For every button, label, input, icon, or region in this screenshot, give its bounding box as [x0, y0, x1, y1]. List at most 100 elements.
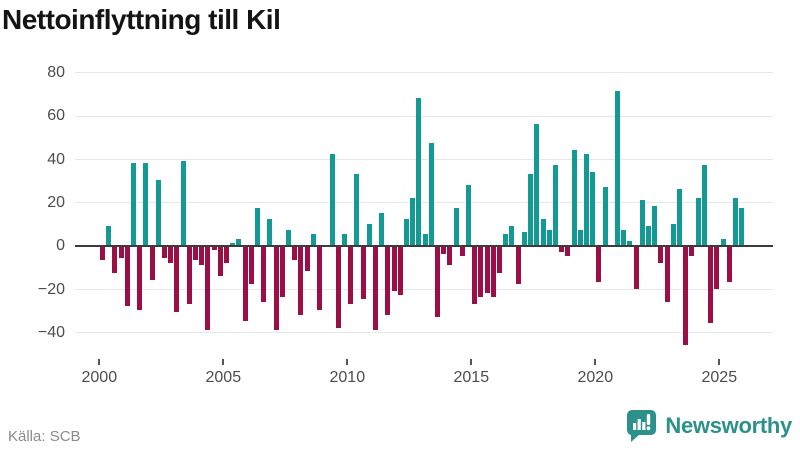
y-axis-label-20: 20 — [47, 193, 65, 211]
bar-2007-Q2 — [279, 247, 285, 298]
bar-2004-Q1 — [199, 247, 205, 265]
bar-2013-Q2 — [428, 143, 434, 246]
y-axis-label-60: 60 — [47, 107, 65, 125]
bar-2011-Q1 — [372, 247, 378, 330]
bar-2020-Q2 — [602, 186, 608, 246]
bar-2025-Q1 — [720, 238, 726, 246]
bar-2017-Q3 — [534, 123, 540, 246]
bar-2001-Q2 — [130, 162, 136, 246]
bar-2001-Q3 — [137, 247, 143, 311]
bar-2014-Q4 — [466, 184, 472, 246]
bar-2001-Q4 — [143, 162, 149, 246]
newsworthy-bubble-icon — [627, 410, 657, 442]
gridline-y-40 — [75, 159, 773, 161]
chart-title: Nettoinflyttning till Kil — [2, 4, 281, 35]
y-axis-label-0: 0 — [56, 237, 65, 255]
bar-2023-Q1 — [670, 223, 676, 246]
bar-2021-Q3 — [633, 247, 639, 289]
bar-2018-Q4 — [565, 247, 571, 257]
bar-2003-Q4 — [192, 247, 198, 261]
bar-2015-Q3 — [484, 247, 490, 293]
x-axis-label-2020: 2020 — [577, 369, 614, 386]
bar-2003-Q2 — [180, 160, 186, 246]
bar-2022-Q3 — [658, 247, 664, 263]
bar-2017-Q4 — [540, 219, 546, 246]
bar-2018-Q3 — [559, 247, 565, 252]
bar-2010-Q4 — [366, 223, 372, 246]
bar-2010-Q2 — [354, 173, 360, 246]
bar-2024-Q1 — [695, 197, 701, 246]
y-axis-label--20: −20 — [37, 280, 65, 298]
bar-2003-Q1 — [174, 247, 180, 313]
bar-2022-Q2 — [652, 206, 658, 246]
bar-2006-Q3 — [261, 247, 267, 302]
bar-2024-Q3 — [708, 247, 714, 324]
bar-2023-Q3 — [683, 247, 689, 345]
bar-2000-Q1 — [99, 247, 105, 261]
gridline-y-20 — [75, 202, 773, 204]
logo-exclamation-dot — [647, 426, 651, 431]
y-axis-label-80: 80 — [47, 63, 65, 81]
x-axis-label-2015: 2015 — [453, 369, 490, 386]
gridline-y--20 — [75, 289, 773, 291]
bar-2001-Q1 — [124, 247, 130, 306]
bar-2009-Q3 — [335, 247, 341, 328]
bar-2025-Q4 — [739, 208, 745, 246]
bar-2011-Q4 — [391, 247, 397, 291]
bar-2007-Q4 — [292, 247, 298, 261]
newsworthy-logo[interactable]: Newsworthy — [626, 409, 792, 443]
bar-2002-Q4 — [168, 247, 174, 263]
bar-2005-Q3 — [236, 238, 242, 246]
bar-2005-Q2 — [230, 243, 236, 246]
logo-bar-2 — [638, 419, 642, 430]
logo-bar-3 — [642, 422, 646, 430]
bar-2018-Q1 — [546, 230, 552, 246]
x-axis-label-2010: 2010 — [329, 369, 366, 386]
bar-2004-Q3 — [211, 247, 217, 250]
bar-2004-Q2 — [205, 247, 211, 330]
x-tick-2015 — [470, 359, 473, 365]
logo-exclamation-stem — [647, 414, 651, 425]
x-axis-label-2005: 2005 — [205, 369, 242, 386]
bar-2021-Q1 — [621, 230, 627, 246]
bar-2002-Q2 — [155, 180, 161, 246]
bar-2015-Q1 — [472, 247, 478, 304]
bar-2019-Q4 — [590, 171, 596, 246]
bar-2023-Q4 — [689, 247, 695, 257]
bar-2007-Q1 — [273, 247, 279, 330]
bar-2000-Q4 — [118, 247, 124, 259]
bar-2018-Q2 — [552, 165, 558, 246]
bar-2008-Q4 — [317, 247, 323, 311]
bar-2023-Q2 — [677, 188, 683, 246]
source-label: Källa: SCB — [8, 428, 81, 445]
bar-2006-Q2 — [255, 208, 261, 246]
bar-2011-Q2 — [379, 212, 385, 246]
logo-bar-1 — [633, 423, 637, 430]
bar-2020-Q1 — [596, 247, 602, 283]
x-axis-label-2000: 2000 — [81, 369, 118, 386]
bar-2016-Q2 — [503, 234, 509, 246]
bar-2000-Q3 — [112, 247, 118, 274]
bar-2014-Q1 — [447, 247, 453, 265]
bar-2016-Q4 — [515, 247, 521, 285]
bar-2021-Q2 — [627, 240, 633, 246]
bar-2014-Q3 — [459, 247, 465, 257]
bar-2022-Q1 — [646, 225, 652, 246]
bar-2006-Q1 — [248, 247, 254, 285]
bar-2011-Q3 — [385, 247, 391, 315]
gridline-y--40 — [75, 332, 773, 334]
bar-2008-Q2 — [304, 247, 310, 272]
bar-2024-Q4 — [714, 247, 720, 289]
bar-2007-Q3 — [286, 230, 292, 246]
x-tick-2020 — [594, 359, 597, 365]
x-tick-2010 — [346, 359, 349, 365]
bar-2024-Q2 — [701, 165, 707, 246]
bar-2008-Q3 — [310, 234, 316, 246]
bar-2005-Q1 — [224, 247, 230, 263]
y-axis-label-40: 40 — [47, 150, 65, 168]
bar-2013-Q4 — [441, 247, 447, 254]
x-axis-label-2025: 2025 — [701, 369, 738, 386]
bar-2013-Q1 — [422, 234, 428, 246]
bar-2021-Q4 — [639, 199, 645, 246]
